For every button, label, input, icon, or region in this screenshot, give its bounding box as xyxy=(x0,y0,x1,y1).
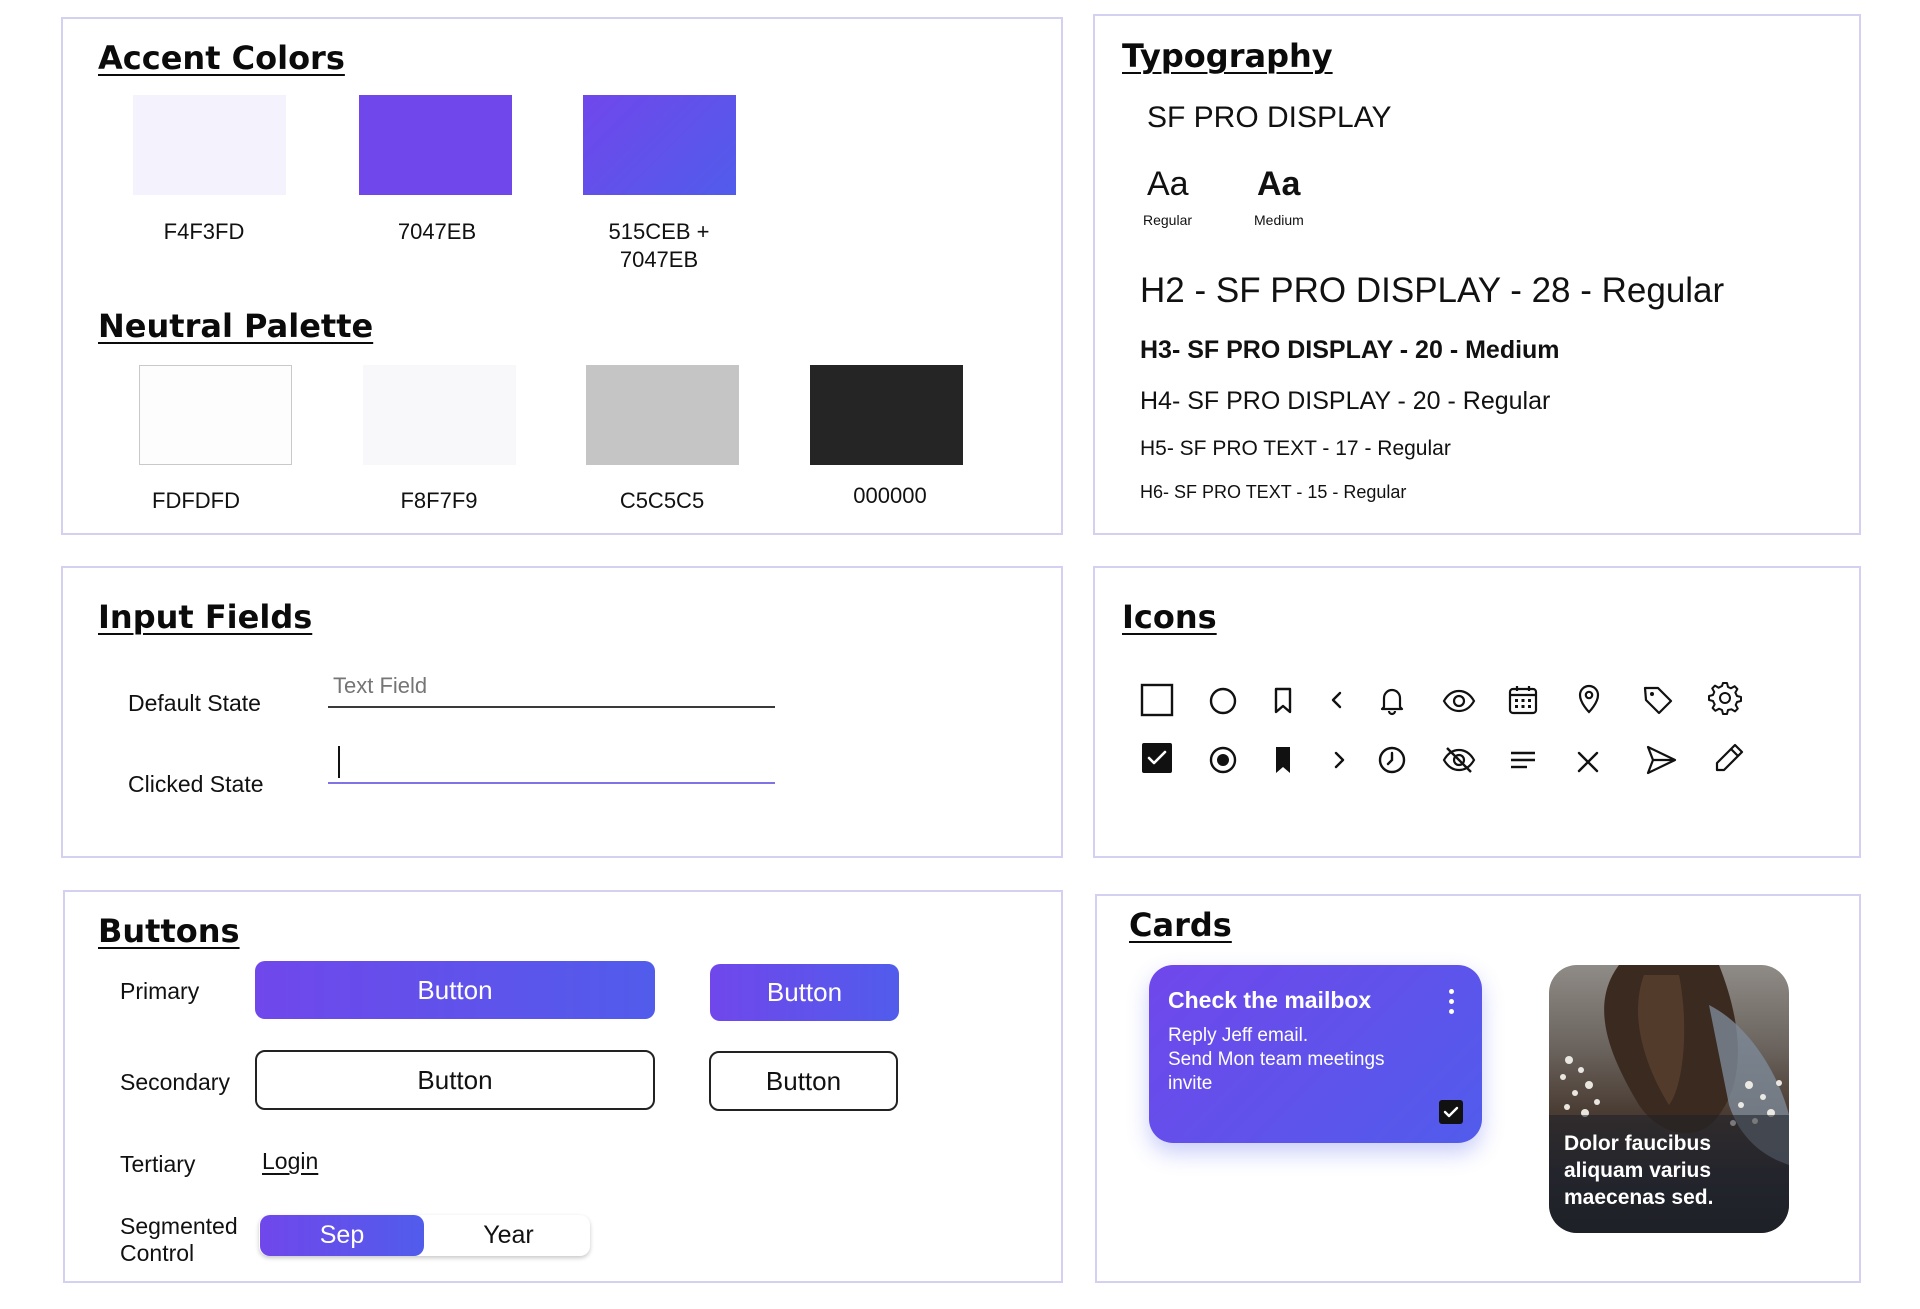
font-sample-regular: Aa xyxy=(1147,165,1189,203)
task-card-line: Send Mon team meetings xyxy=(1168,1049,1385,1070)
neutral-palette-title: Neutral Palette xyxy=(98,307,374,345)
image-card-line: maecenas sed. xyxy=(1564,1186,1714,1209)
radio-selected-icon[interactable] xyxy=(1205,742,1241,778)
icons-panel: Icons xyxy=(1093,566,1861,858)
swatch-label: C5C5C5 xyxy=(619,488,705,513)
image-card-photo xyxy=(1549,965,1789,1233)
accent-colors-title: Accent Colors xyxy=(98,39,345,77)
close-icon[interactable] xyxy=(1570,744,1606,780)
segmented-control: Sep Year xyxy=(259,1215,590,1256)
location-pin-icon[interactable] xyxy=(1571,680,1607,716)
icons-title: Icons xyxy=(1122,598,1217,636)
clicked-state-label: Clicked State xyxy=(128,771,264,797)
font-sample-medium-label: Medium xyxy=(1254,212,1304,228)
text-cursor xyxy=(338,746,340,778)
default-state-label: Default State xyxy=(128,690,261,716)
task-card-line: invite xyxy=(1168,1073,1213,1094)
segment-year[interactable]: Year xyxy=(483,1221,534,1249)
swatch-c5c5c5 xyxy=(586,365,739,465)
send-icon[interactable] xyxy=(1643,742,1679,778)
swatch-000000 xyxy=(810,365,963,465)
buttons-panel: Buttons Primary Button Button Secondary … xyxy=(63,890,1063,1283)
text-field-clicked[interactable] xyxy=(328,744,775,784)
task-card-body: Reply Jeff email. Send Mon team meetings… xyxy=(1168,1024,1385,1096)
segmented-control-label: Segmented Control xyxy=(120,1213,238,1267)
input-fields-title: Input Fields xyxy=(98,598,313,636)
more-vertical-icon[interactable] xyxy=(1449,989,1455,1019)
pencil-icon[interactable] xyxy=(1711,740,1747,776)
eye-icon[interactable] xyxy=(1441,682,1477,718)
image-card-text: Dolor faucibus aliquam varius maecenas s… xyxy=(1564,1130,1713,1211)
h3-sample: H3- SF PRO DISPLAY - 20 - Medium xyxy=(1140,336,1560,364)
input-fields-panel: Input Fields Default State Clicked State xyxy=(61,566,1063,858)
gear-icon[interactable] xyxy=(1707,680,1743,716)
colors-panel: Accent Colors F4F3FD 7047EB 515CEB + 704… xyxy=(61,17,1063,535)
swatch-label: 7047EB xyxy=(397,219,477,244)
task-checkbox-checked-icon[interactable] xyxy=(1439,1100,1463,1124)
calendar-icon[interactable] xyxy=(1505,682,1541,718)
task-card[interactable]: Check the mailbox Reply Jeff email. Send… xyxy=(1149,965,1482,1143)
square-icon[interactable] xyxy=(1139,682,1175,718)
swatch-label-line: 515CEB + xyxy=(608,219,710,244)
swatch-f4f3fd xyxy=(133,95,286,195)
h4-sample: H4- SF PRO DISPLAY - 20 - Regular xyxy=(1140,387,1551,415)
typography-panel: Typography SF PRO DISPLAY Aa Regular Aa … xyxy=(1093,14,1861,535)
primary-button-large[interactable]: Button xyxy=(255,961,655,1019)
task-card-line: Reply Jeff email. xyxy=(1168,1025,1309,1046)
font-family-name: SF PRO DISPLAY xyxy=(1147,101,1392,134)
secondary-button-large[interactable]: Button xyxy=(255,1050,655,1110)
image-card-line: Dolor faucibus xyxy=(1564,1132,1712,1155)
typography-title: Typography xyxy=(1122,37,1333,75)
tertiary-label: Tertiary xyxy=(120,1151,196,1177)
swatch-label: FDFDFD xyxy=(152,488,240,513)
font-sample-regular-label: Regular xyxy=(1143,212,1193,228)
swatch-gradient xyxy=(583,95,736,195)
swatch-label: F8F7F9 xyxy=(400,488,478,513)
tertiary-login-link[interactable]: Login xyxy=(262,1148,319,1174)
segmented-label-line: Control xyxy=(120,1240,195,1266)
cards-title: Cards xyxy=(1129,906,1232,944)
tag-icon[interactable] xyxy=(1640,682,1676,718)
checkbox-checked-icon[interactable] xyxy=(1139,740,1175,776)
clock-icon[interactable] xyxy=(1374,742,1410,778)
swatch-label: F4F3FD xyxy=(163,219,245,244)
chevron-right-icon[interactable] xyxy=(1321,742,1357,778)
swatch-label: 000000 xyxy=(853,483,927,508)
swatch-7047eb xyxy=(359,95,512,195)
bookmark-icon[interactable] xyxy=(1265,682,1301,718)
swatch-label: 515CEB + 7047EB xyxy=(559,218,759,274)
swatch-label-line: 7047EB xyxy=(619,247,699,272)
h5-sample: H5- SF PRO TEXT - 17 - Regular xyxy=(1140,437,1451,460)
bookmark-filled-icon[interactable] xyxy=(1265,742,1301,778)
primary-button-small[interactable]: Button xyxy=(710,964,899,1021)
h6-sample: H6- SF PRO TEXT - 15 - Regular xyxy=(1140,482,1407,502)
segment-sep[interactable]: Sep xyxy=(260,1215,424,1256)
text-field-default[interactable] xyxy=(328,666,775,708)
secondary-label: Secondary xyxy=(120,1069,230,1095)
cards-panel: Cards Check the mailbox Reply Jeff email… xyxy=(1095,894,1861,1283)
eye-off-icon[interactable] xyxy=(1441,742,1477,778)
buttons-title: Buttons xyxy=(98,912,240,950)
font-sample-medium: Aa xyxy=(1257,165,1301,203)
menu-lines-icon[interactable] xyxy=(1505,742,1541,778)
task-card-title: Check the mailbox xyxy=(1168,987,1372,1013)
circle-icon[interactable] xyxy=(1205,682,1241,718)
image-card-line: aliquam varius xyxy=(1564,1159,1712,1182)
primary-label: Primary xyxy=(120,978,200,1004)
bell-icon[interactable] xyxy=(1374,682,1410,718)
segmented-label-line: Segmented xyxy=(120,1213,238,1239)
swatch-f8f7f9 xyxy=(363,365,516,465)
secondary-button-small[interactable]: Button xyxy=(709,1051,898,1111)
image-card[interactable]: Dolor faucibus aliquam varius maecenas s… xyxy=(1549,965,1789,1233)
h2-sample: H2 - SF PRO DISPLAY - 28 - Regular xyxy=(1140,271,1725,310)
swatch-fdfdfd xyxy=(139,365,292,465)
chevron-left-icon[interactable] xyxy=(1319,682,1355,718)
